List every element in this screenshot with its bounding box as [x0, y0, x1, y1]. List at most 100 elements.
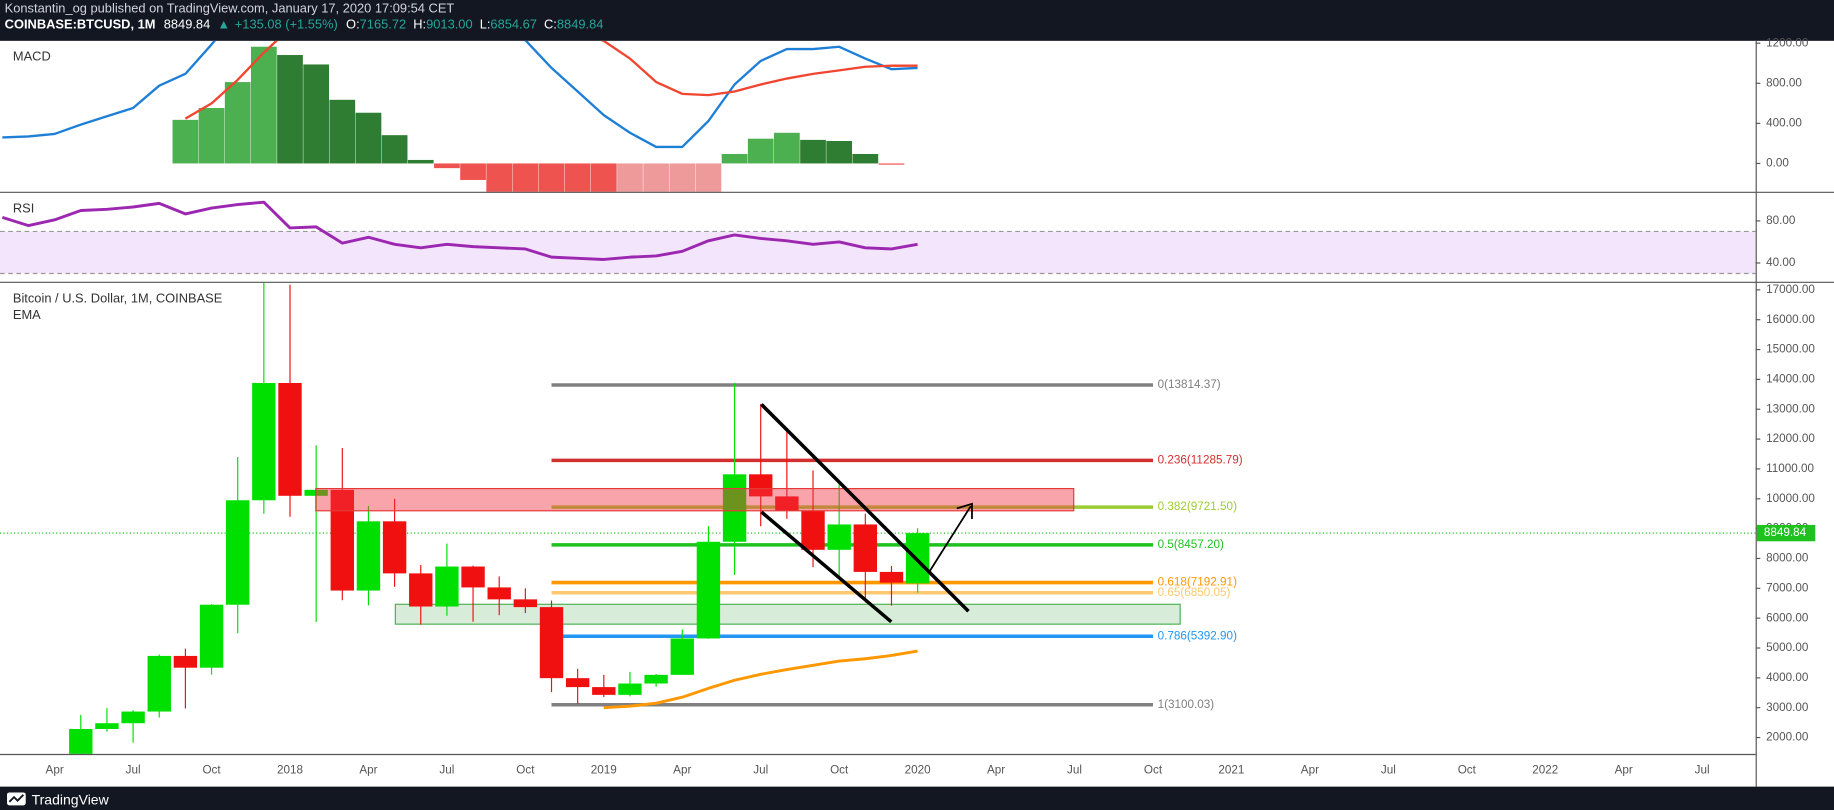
candle-body [382, 521, 407, 574]
x-tick-label: Oct [830, 763, 849, 776]
histogram-bar [407, 159, 434, 164]
fib-label: 0.5(8457.20) [1158, 538, 1224, 551]
candle-body [565, 678, 590, 688]
x-tick-label: Apr [987, 763, 1005, 776]
macd-pane [2, 40, 918, 192]
histogram-bar [643, 163, 669, 192]
y-tick-label: 2000.00 [1766, 731, 1809, 744]
candle-body [461, 566, 485, 588]
price: 8849.84 [164, 17, 211, 32]
last-price-box [1756, 524, 1816, 542]
trend-line [760, 403, 970, 613]
pane-title: MACD [13, 49, 51, 64]
histogram-bar [329, 99, 356, 164]
fib-label: 0.786(5392.90) [1158, 629, 1237, 642]
candle-body [278, 382, 302, 496]
histogram-bar [434, 163, 460, 169]
x-tick-label: Oct [516, 763, 535, 776]
histogram-bar [486, 163, 513, 192]
y-tick-label: 10000.00 [1766, 492, 1815, 505]
x-tick-label: 2018 [277, 763, 303, 776]
histogram-bar [747, 138, 774, 164]
histogram-bar [590, 163, 617, 192]
pane-title: Bitcoin / U.S. Dollar, 1M, COINBASE [13, 291, 223, 306]
y-tick-label: 400.00 [1766, 116, 1802, 129]
symbol-line: COINBASE:BTCUSD, 1M 8849.84 ▲ +135.08 (+… [5, 17, 604, 32]
rsi-pane [0, 200, 1756, 275]
x-tick-label: Apr [359, 763, 377, 776]
y-tick-label: 14000.00 [1766, 373, 1815, 386]
fib-label: 0.65(6850.05) [1158, 586, 1231, 599]
x-tick-label: Apr [46, 763, 64, 776]
footer-brand: TradingView [32, 791, 110, 807]
y-tick-label: 8000.00 [1766, 552, 1809, 565]
candle-body [69, 729, 93, 754]
histogram-bar [617, 163, 643, 192]
histogram-bar [512, 163, 539, 192]
histogram-bar [564, 163, 591, 192]
logo-line [8, 794, 25, 803]
fib-label: 0.236(11285.79) [1158, 454, 1243, 467]
symbol: COINBASE:BTCUSD, 1M [5, 17, 156, 32]
histogram-bar [695, 163, 722, 192]
candle-body [775, 496, 799, 512]
x-tick-label: Apr [1615, 763, 1633, 776]
histogram-bar [538, 163, 565, 192]
arrow-head [956, 502, 973, 519]
pane-title: RSI [13, 201, 34, 216]
candle-body [670, 638, 694, 675]
histogram-bar [460, 163, 486, 180]
histogram-bar [381, 135, 408, 164]
x-tick-label: Oct [1144, 763, 1163, 776]
candle-body [513, 599, 538, 608]
candle-body [487, 587, 511, 600]
y-tick-label: 17000.00 [1766, 283, 1815, 296]
y-tick-label: 12000.00 [1766, 432, 1815, 445]
candle-body [199, 604, 224, 668]
arrow: ▲ [217, 17, 230, 32]
histogram-bar [669, 163, 696, 192]
histogram-bar [852, 154, 879, 164]
y-tick-label: 7000.00 [1766, 581, 1809, 594]
histogram-bar [878, 163, 905, 165]
histogram-bar [250, 46, 277, 164]
ohlc-label: C: [544, 17, 557, 32]
y-tick-label: 3000.00 [1766, 701, 1809, 714]
histogram-bar [774, 132, 800, 164]
fib-label: 0.382(9721.50) [1158, 500, 1237, 513]
last-price-label: 8849.84 [1764, 526, 1807, 539]
x-tick-label: Oct [1458, 763, 1477, 776]
rsi-band [0, 231, 1756, 274]
x-tick-label: 2020 [905, 763, 932, 776]
histogram-bar [198, 108, 225, 164]
indicator-label: EMA [13, 307, 41, 322]
y-tick-label: 1200.00 [1766, 36, 1809, 49]
indicator-line [2, 40, 918, 149]
ohlc-value: 9013.00 [426, 17, 473, 32]
indicator-line [1, 200, 918, 261]
trend-line [760, 510, 893, 624]
published-line: Konstantin_og published on TradingView.c… [5, 1, 455, 16]
x-tick-label: Jul [1381, 763, 1396, 776]
histogram-bar [224, 82, 251, 164]
indicator-line [603, 649, 918, 710]
candle-body [435, 566, 459, 607]
ohlc-label: H: [413, 17, 426, 32]
ohlc-value: 7165.72 [360, 17, 407, 32]
drawings: 0(13814.37) 0.236(11285.79) 0.382(9721.50)… [315, 378, 1243, 711]
ohlc-value: 6854.67 [490, 17, 537, 32]
y-tick-label: 40.00 [1766, 256, 1796, 269]
candle-body [252, 382, 276, 501]
histogram-bar [277, 55, 303, 164]
candle-body [409, 573, 433, 607]
candle-body [95, 723, 119, 730]
arrow [927, 505, 972, 574]
x-tick-label: Oct [202, 763, 221, 776]
resistance-zone [315, 487, 1075, 512]
indicator-line [184, 40, 918, 120]
change: +135.08 (+1.55%) [235, 17, 338, 32]
candle-body [879, 571, 904, 583]
candle-body [644, 674, 668, 684]
ohlc-value: 8849.84 [557, 17, 604, 32]
